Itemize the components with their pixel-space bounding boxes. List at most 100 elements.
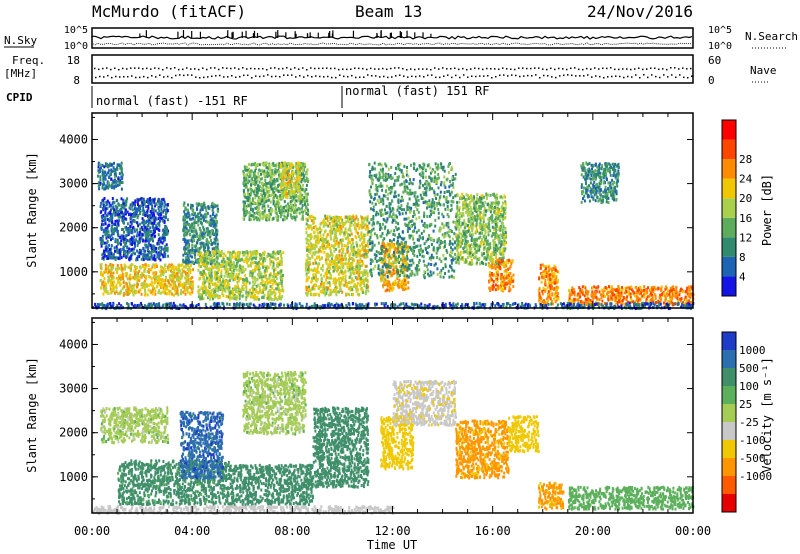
heatmap-cell xyxy=(246,251,249,255)
freq-point xyxy=(554,68,556,71)
heatmap-cell xyxy=(188,258,190,262)
heatmap-cell xyxy=(109,172,112,176)
heatmap-cell xyxy=(329,284,331,287)
heatmap-cell xyxy=(153,271,156,275)
heatmap-cell xyxy=(133,229,136,233)
heatmap-cell xyxy=(101,219,104,223)
heatmap-cell xyxy=(118,172,121,176)
heatmap-cell xyxy=(196,215,198,218)
heatmap-cell xyxy=(125,227,128,231)
heatmap-cell xyxy=(216,248,219,252)
heatmap-cell xyxy=(320,267,323,271)
heatmap-cell xyxy=(346,248,349,252)
heatmap-cell xyxy=(361,216,364,220)
heatmap-cell xyxy=(243,251,246,255)
heatmap-cell xyxy=(305,241,308,245)
heatmap-cell xyxy=(257,203,260,207)
heatmap-cell xyxy=(245,298,248,301)
heatmap-cell xyxy=(362,290,365,294)
heatmap-cell xyxy=(142,255,144,259)
heatmap-cell xyxy=(347,215,350,219)
heatmap-cell xyxy=(144,291,147,295)
heatmap-cell xyxy=(104,267,107,271)
heatmap-cell xyxy=(271,187,274,191)
nave-point xyxy=(523,75,525,77)
heatmap-cell xyxy=(125,289,128,293)
heatmap-cell xyxy=(108,251,111,255)
heatmap-cell xyxy=(309,256,312,260)
heatmap-cell xyxy=(325,273,328,276)
heatmap-cell xyxy=(216,264,218,268)
heatmap-cell xyxy=(334,247,337,251)
heatmap-cell xyxy=(270,296,272,300)
freq-point xyxy=(670,67,672,69)
heatmap-cell xyxy=(199,271,202,275)
heatmap-cell xyxy=(275,296,277,300)
freq-point xyxy=(294,67,296,69)
heatmap-cell xyxy=(115,276,118,280)
freq-point xyxy=(546,68,548,71)
heatmap-cell xyxy=(116,213,119,217)
heatmap-cell xyxy=(121,272,124,276)
freq-point xyxy=(594,67,596,69)
heatmap-cell xyxy=(106,246,109,250)
heatmap-cell xyxy=(131,243,134,246)
heatmap-cell xyxy=(203,205,206,209)
nave-point xyxy=(179,74,181,76)
heatmap-cell xyxy=(209,294,212,298)
heatmap-cell xyxy=(248,203,251,207)
heatmap-cell xyxy=(338,258,341,262)
heatmap-cell xyxy=(107,257,109,260)
heatmap-cell xyxy=(285,165,288,169)
heatmap-cell xyxy=(191,248,194,252)
heatmap-cell xyxy=(351,267,354,271)
heatmap-cell xyxy=(266,293,269,297)
heatmap-cell xyxy=(214,222,217,226)
nave-point xyxy=(255,75,257,77)
heatmap-cell xyxy=(184,283,187,287)
nave-point xyxy=(107,74,109,77)
nave-point xyxy=(587,74,589,76)
heatmap-cell xyxy=(309,251,312,255)
nave-point xyxy=(267,74,269,76)
heatmap-cell xyxy=(203,248,205,252)
heatmap-cell xyxy=(139,212,142,215)
heatmap-cell xyxy=(277,285,280,289)
heatmap-cell xyxy=(257,212,260,216)
freq-point xyxy=(266,68,268,71)
heatmap-cell xyxy=(364,278,367,282)
heatmap-cell xyxy=(277,199,280,203)
heatmap-cell xyxy=(253,217,256,221)
heatmap-cell xyxy=(263,284,266,288)
heatmap-cell xyxy=(141,233,144,237)
heatmap-cell xyxy=(207,280,210,284)
heatmap-cell xyxy=(185,241,188,245)
nave-point xyxy=(503,74,505,76)
heatmap-cell xyxy=(211,229,214,232)
heatmap-cell xyxy=(390,256,393,260)
heatmap-cell xyxy=(184,260,187,264)
heatmap-cell xyxy=(249,174,252,178)
heatmap-cell xyxy=(220,269,223,273)
heatmap-cell xyxy=(170,266,173,270)
heatmap-cell xyxy=(189,291,191,295)
heatmap-cell xyxy=(259,214,262,218)
heatmap-cell xyxy=(151,214,154,218)
heatmap-cell xyxy=(252,175,255,179)
nave-point xyxy=(607,76,609,78)
heatmap-cell xyxy=(108,204,111,208)
nave-point xyxy=(159,74,161,76)
heatmap-cell xyxy=(348,226,351,230)
heatmap-cell xyxy=(165,227,168,231)
heatmap-cell xyxy=(195,202,198,206)
heatmap-cell xyxy=(319,246,322,249)
heatmap-cell xyxy=(258,286,261,290)
heatmap-cell xyxy=(294,183,297,187)
heatmap-cell xyxy=(305,172,308,176)
heatmap-cell xyxy=(122,280,125,284)
heatmap-cell xyxy=(208,267,211,271)
heatmap-cell xyxy=(277,183,280,187)
heatmap-cell xyxy=(325,235,328,239)
heatmap-cell xyxy=(103,252,106,256)
heatmap-cell xyxy=(111,169,114,173)
